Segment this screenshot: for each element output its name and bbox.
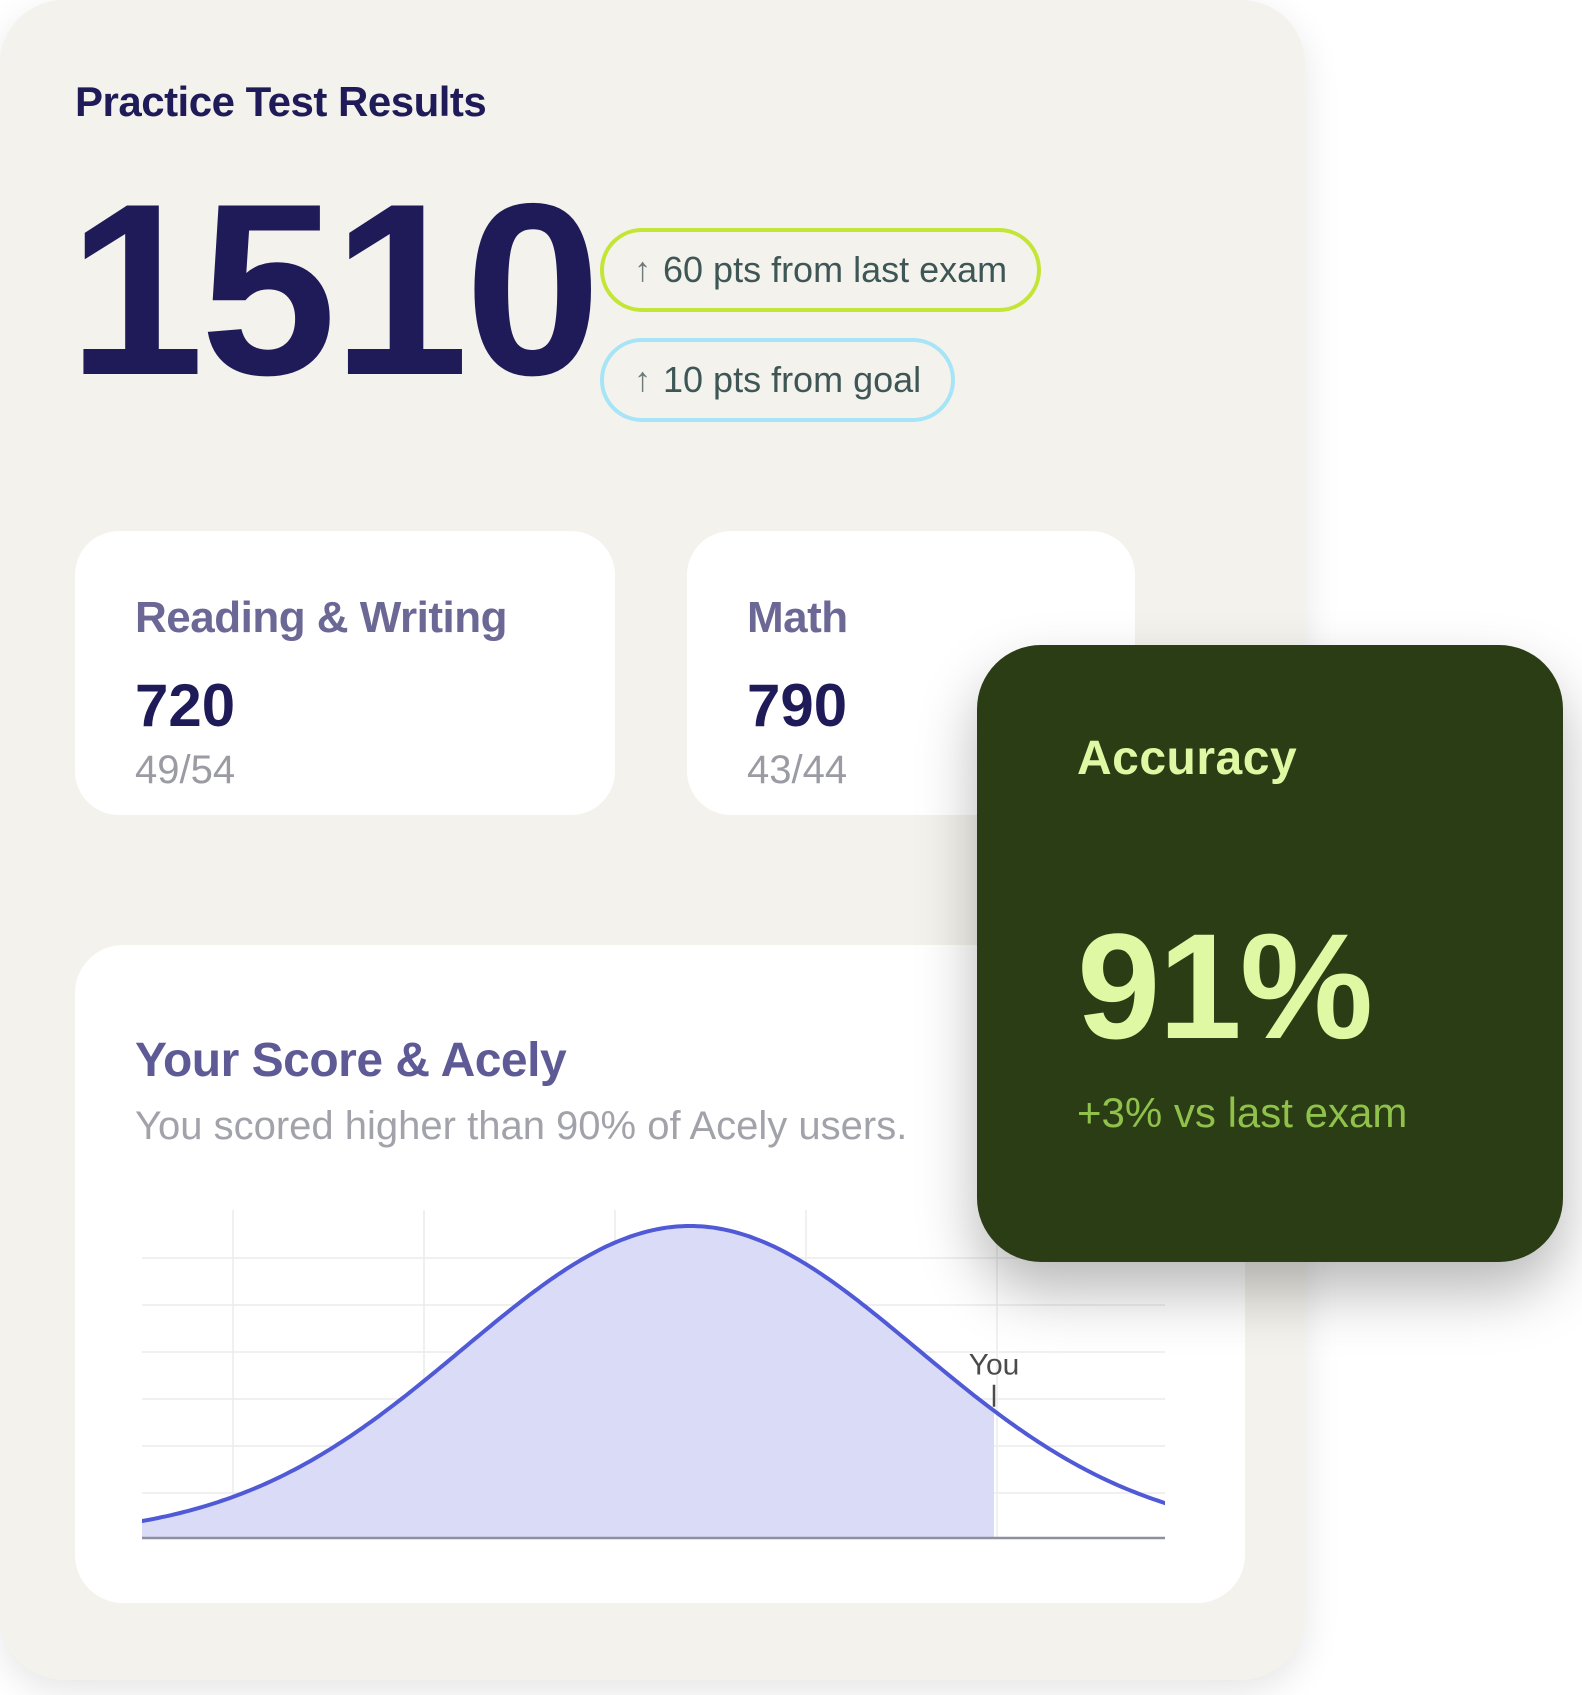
accuracy-value: 91% xyxy=(1077,902,1373,1070)
total-score: 1510 xyxy=(68,152,601,426)
page-title: Practice Test Results xyxy=(75,78,487,125)
badge-pts-from-last-exam: ↑ 60 pts from last exam xyxy=(600,228,1042,312)
you-marker-label: You xyxy=(969,1349,1020,1382)
section-score: 790 xyxy=(747,672,848,739)
section-score: 720 xyxy=(135,672,236,739)
chart-title: Your Score & Acely xyxy=(135,1034,567,1087)
badge-label: 60 pts from last exam xyxy=(663,249,1008,290)
score-distribution-card: Your Score & Acely You scored higher tha… xyxy=(75,945,1245,1603)
reading-writing-card: Reading & Writing 720 49/54 xyxy=(75,531,615,815)
section-title: Math xyxy=(747,593,848,642)
accuracy-title: Accuracy xyxy=(1077,732,1298,785)
arrow-up-icon: ↑ xyxy=(634,251,651,289)
section-fraction: 43/44 xyxy=(747,748,848,792)
section-fraction: 49/54 xyxy=(135,748,236,792)
score-distribution-chart: You xyxy=(140,1210,1167,1545)
arrow-up-icon: ↑ xyxy=(634,361,651,399)
score-badges: ↑ 60 pts from last exam ↑ 10 pts from go… xyxy=(600,228,1042,422)
badge-pts-from-goal: ↑ 10 pts from goal xyxy=(600,338,956,422)
section-title: Reading & Writing xyxy=(135,593,508,642)
chart-subtitle: You scored higher than 90% of Acely user… xyxy=(135,1104,908,1148)
badge-label: 10 pts from goal xyxy=(663,359,922,400)
accuracy-card: Accuracy 91% +3% vs last exam xyxy=(977,645,1563,1262)
accuracy-delta: +3% vs last exam xyxy=(1077,1089,1408,1136)
